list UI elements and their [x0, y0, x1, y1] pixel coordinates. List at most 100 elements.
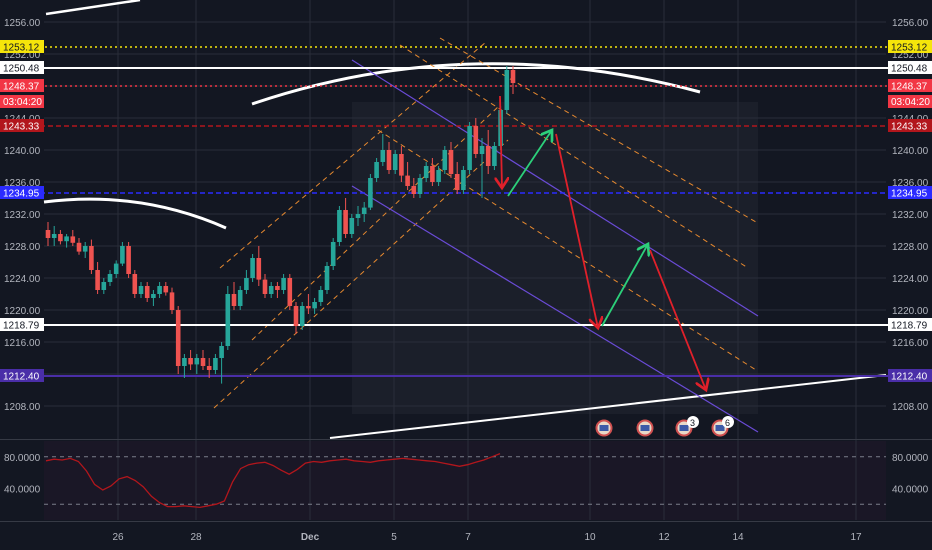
candle-body — [299, 306, 305, 326]
red-arrow — [500, 95, 502, 188]
candle-body — [399, 154, 404, 176]
candle-body — [504, 70, 510, 110]
candle-body — [287, 278, 293, 306]
trend-line-bottom — [329, 374, 887, 439]
x-axis-tick: 26 — [112, 532, 124, 543]
candle-body — [306, 306, 311, 309]
countdown-tag-left-text: 03:04:20 — [3, 97, 42, 108]
purple-channel-upper — [351, 59, 759, 317]
candle-body — [467, 126, 472, 170]
price-tag-left-text: 1248.37 — [3, 82, 40, 93]
event-flag-icon — [715, 425, 725, 431]
event-count-text: 6 — [725, 418, 730, 428]
candle-body — [225, 294, 231, 346]
event-count-badge — [722, 416, 734, 428]
y-axis-tick-left: 1256.00 — [4, 18, 41, 29]
price-tag-right — [888, 40, 932, 53]
price-tag-right-text: 1250.48 — [891, 64, 928, 75]
y-axis-tick-right: 1224.00 — [892, 274, 929, 285]
green-arrow — [507, 130, 552, 197]
candle-body — [64, 236, 69, 242]
event-flag-icon — [679, 425, 689, 431]
descending-channel-upper — [439, 37, 757, 223]
candle-body — [213, 358, 218, 370]
price-tag-right — [888, 318, 932, 331]
candle-body — [430, 166, 435, 182]
candle-body — [436, 170, 441, 182]
candle-body — [492, 146, 497, 166]
oscillator-tick-left: 40.0000 — [4, 484, 41, 495]
oscillator-tick-right: 40.0000 — [892, 484, 929, 495]
price-tag-right — [888, 79, 932, 92]
trend-line-top — [45, 0, 141, 16]
candle-body — [380, 150, 386, 162]
candle-body — [343, 210, 348, 234]
price-tag-left-text: 1212.40 — [3, 372, 40, 383]
y-axis-tick-left: 1240.00 — [4, 146, 41, 157]
candle-body — [293, 306, 299, 326]
candle-body — [281, 278, 286, 290]
candle-body — [89, 246, 94, 270]
price-tag-left — [0, 186, 44, 199]
candle-body — [175, 310, 181, 366]
candle-body — [473, 126, 479, 154]
price-tag-right-text: 1234.95 — [891, 189, 928, 200]
candle-body — [219, 346, 224, 358]
x-axis-tick: 14 — [732, 532, 744, 543]
candle-body — [76, 242, 82, 252]
y-axis-tick-right: 1216.00 — [892, 338, 929, 349]
candle-body — [312, 302, 317, 309]
price-tag-left — [0, 61, 44, 74]
candle-body — [510, 70, 516, 84]
green-arrow — [601, 244, 648, 327]
y-axis-tick-left: 1236.00 — [4, 178, 41, 189]
x-axis-tick: 17 — [850, 532, 862, 543]
y-axis-tick-right: 1232.00 — [892, 210, 929, 221]
price-tag-left — [0, 369, 44, 382]
oscillator-line — [45, 452, 501, 509]
candle-body — [182, 358, 187, 366]
candle-body — [368, 178, 373, 208]
y-axis-tick-left: 1232.00 — [4, 210, 41, 221]
candle-body — [479, 146, 485, 154]
x-axis-tick: 12 — [658, 532, 670, 543]
candle-body — [169, 292, 175, 310]
candle-body — [461, 170, 466, 190]
candle-body — [237, 290, 243, 306]
candle-body — [194, 358, 200, 365]
candle-body — [275, 286, 280, 290]
event-flag-icon — [640, 425, 650, 431]
price-tag-left — [0, 318, 44, 331]
price-tag-left-text: 1218.79 — [3, 321, 40, 332]
candle-body — [113, 263, 119, 274]
candle-body — [231, 294, 237, 306]
ascending-channel-mid — [251, 104, 501, 341]
candle-body — [101, 282, 107, 290]
descending-channel-3 — [377, 129, 757, 371]
candle-body — [448, 150, 454, 174]
price-tag-right — [888, 119, 932, 132]
candle-body — [337, 210, 342, 242]
descending-channel-2 — [399, 44, 749, 269]
candle-body — [107, 274, 113, 282]
y-axis-tick-left: 1208.00 — [4, 402, 41, 413]
candle-body — [318, 290, 324, 302]
price-tag-right — [888, 186, 932, 199]
shaded-region — [352, 102, 758, 414]
arc-curve-left — [43, 197, 227, 230]
candle-body — [95, 270, 100, 290]
candle-body — [361, 207, 367, 214]
red-arrow — [649, 249, 706, 390]
oscillator-tick-left: 80.0000 — [4, 453, 41, 464]
y-axis-tick-left: 1228.00 — [4, 242, 41, 253]
candle-body — [355, 214, 361, 218]
candle-body — [411, 186, 417, 194]
y-axis-tick-right: 1228.00 — [892, 242, 929, 253]
candle-body — [386, 150, 392, 170]
candle-body — [417, 178, 423, 194]
candle-body — [454, 174, 460, 190]
price-tag-right-text: 1253.12 — [891, 43, 928, 54]
candle-body — [330, 242, 336, 266]
